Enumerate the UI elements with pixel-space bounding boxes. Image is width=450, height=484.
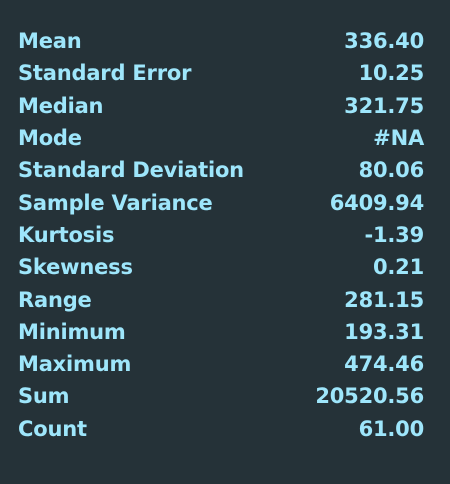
stat-row-sum: Sum 20520.56	[18, 380, 424, 412]
stat-label: Standard Deviation	[18, 158, 244, 183]
stat-row-kurtosis: Kurtosis -1.39	[18, 219, 424, 251]
stat-value: 336.40	[344, 29, 424, 54]
stat-label: Median	[18, 93, 104, 118]
stat-value: 193.31	[344, 319, 424, 344]
stat-label: Range	[18, 287, 92, 312]
stat-value: #NA	[373, 126, 424, 151]
stat-row-sample-variance: Sample Variance 6409.94	[18, 186, 424, 218]
stat-value: 6409.94	[329, 190, 424, 215]
stat-label: Sample Variance	[18, 190, 213, 215]
stat-label: Skewness	[18, 255, 133, 280]
stat-label: Sum	[18, 384, 70, 409]
stat-value: -1.39	[364, 222, 424, 247]
descriptive-statistics-panel: Mean 336.40 Standard Error 10.25 Median …	[18, 25, 424, 445]
stat-row-skewness: Skewness 0.21	[18, 251, 424, 283]
stat-value: 61.00	[358, 416, 425, 441]
stat-value: 281.15	[344, 287, 424, 312]
stat-value: 474.46	[344, 352, 424, 377]
stat-row-mean: Mean 336.40	[18, 25, 424, 57]
stat-label: Mode	[18, 126, 82, 151]
stat-row-standard-deviation: Standard Deviation 80.06	[18, 154, 424, 186]
stat-value: 80.06	[358, 158, 425, 183]
stat-label: Standard Error	[18, 61, 192, 86]
stat-row-count: Count 61.00	[18, 413, 424, 445]
stat-value: 0.21	[372, 255, 424, 280]
stat-row-maximum: Maximum 474.46	[18, 348, 424, 380]
stat-label: Count	[18, 416, 87, 441]
stat-row-standard-error: Standard Error 10.25	[18, 57, 424, 89]
stat-value: 20520.56	[315, 384, 424, 409]
stat-label: Maximum	[18, 352, 132, 377]
stat-value: 321.75	[344, 93, 424, 118]
stat-label: Kurtosis	[18, 222, 115, 247]
stat-label: Mean	[18, 29, 82, 54]
stat-row-median: Median 321.75	[18, 90, 424, 122]
stat-row-range: Range 281.15	[18, 283, 424, 315]
stat-label: Minimum	[18, 319, 126, 344]
stat-value: 10.25	[358, 61, 425, 86]
stat-row-minimum: Minimum 193.31	[18, 316, 424, 348]
stat-row-mode: Mode #NA	[18, 122, 424, 154]
